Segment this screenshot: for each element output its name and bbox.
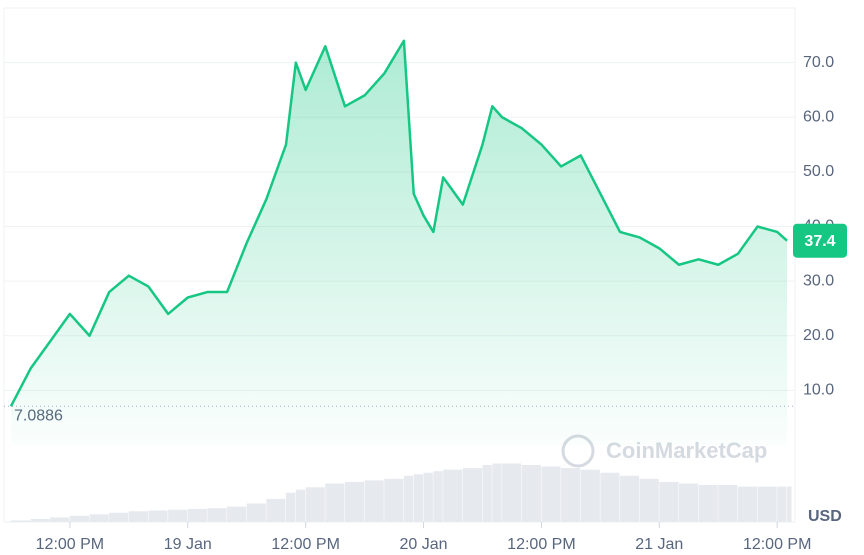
volume-bar bbox=[541, 466, 561, 522]
volume-bar bbox=[403, 475, 414, 522]
volume-bar bbox=[561, 468, 581, 522]
line bbox=[9, 39, 788, 407]
volume-bar bbox=[580, 469, 600, 522]
volume-bar bbox=[89, 514, 109, 522]
x-tick-label: 12:00 PM bbox=[36, 536, 104, 553]
volume-bar bbox=[246, 503, 266, 522]
y-tick-label: 30.0 bbox=[803, 272, 834, 289]
volume-bar bbox=[757, 486, 777, 522]
volume-bar bbox=[207, 508, 227, 522]
volume-bar bbox=[305, 487, 325, 522]
y-tick-label: 10.0 bbox=[803, 382, 834, 399]
x-tick-label: 12:00 PM bbox=[743, 536, 811, 553]
volume-bar bbox=[462, 468, 482, 522]
volume-bar bbox=[620, 475, 640, 522]
volume-bar bbox=[128, 511, 148, 522]
volume-bar bbox=[109, 512, 129, 522]
volume-bar bbox=[492, 463, 502, 522]
volume-bar bbox=[600, 472, 620, 522]
x-tick-label: 12:00 PM bbox=[271, 536, 339, 553]
volume-bar bbox=[433, 471, 443, 522]
volume-bar bbox=[364, 480, 384, 522]
volume-bar bbox=[295, 489, 306, 522]
x-tick-label: 12:00 PM bbox=[507, 536, 575, 553]
last-price-box bbox=[793, 223, 847, 258]
x-tick-label: 20 Jan bbox=[400, 536, 448, 553]
volume-bar bbox=[187, 508, 207, 522]
volume-bar bbox=[787, 486, 792, 522]
volume-bar bbox=[737, 486, 758, 522]
volume-bar bbox=[413, 474, 424, 522]
volume-bar bbox=[639, 478, 659, 522]
volume-bar bbox=[423, 472, 433, 522]
y-tick-label: 70.0 bbox=[803, 54, 834, 71]
volume-bar bbox=[698, 485, 718, 522]
volume-bar bbox=[443, 469, 463, 522]
x-tick-label: 19 Jan bbox=[164, 536, 212, 553]
volume-bar bbox=[227, 506, 247, 522]
volume-bar bbox=[325, 483, 345, 522]
volume-bar bbox=[384, 478, 404, 522]
volume-bar bbox=[30, 518, 50, 522]
volume-bar bbox=[168, 509, 188, 522]
volume-bar bbox=[659, 481, 679, 522]
volume-bar bbox=[678, 483, 699, 522]
volume-bar bbox=[50, 517, 70, 522]
currency: USD bbox=[808, 508, 842, 525]
volume-bar bbox=[777, 486, 787, 522]
volume-bar bbox=[718, 485, 738, 522]
volume-bar bbox=[69, 515, 90, 522]
last-price-label: 37.4 bbox=[804, 233, 835, 250]
area bbox=[10, 40, 788, 446]
y-tick-label: 50.0 bbox=[803, 163, 834, 180]
y-tick-label: 60.0 bbox=[803, 108, 834, 125]
volume-bar bbox=[482, 465, 492, 522]
volume-bar bbox=[521, 465, 541, 522]
volume-bar bbox=[502, 463, 522, 522]
y-tick-label: 20.0 bbox=[803, 327, 834, 344]
x-tick-label: 21 Jan bbox=[635, 536, 683, 553]
volume-bar bbox=[286, 492, 296, 522]
volume-bar bbox=[148, 510, 168, 522]
volume-bar bbox=[344, 481, 365, 522]
volume-bar bbox=[266, 498, 286, 522]
volume-bar bbox=[10, 520, 31, 522]
